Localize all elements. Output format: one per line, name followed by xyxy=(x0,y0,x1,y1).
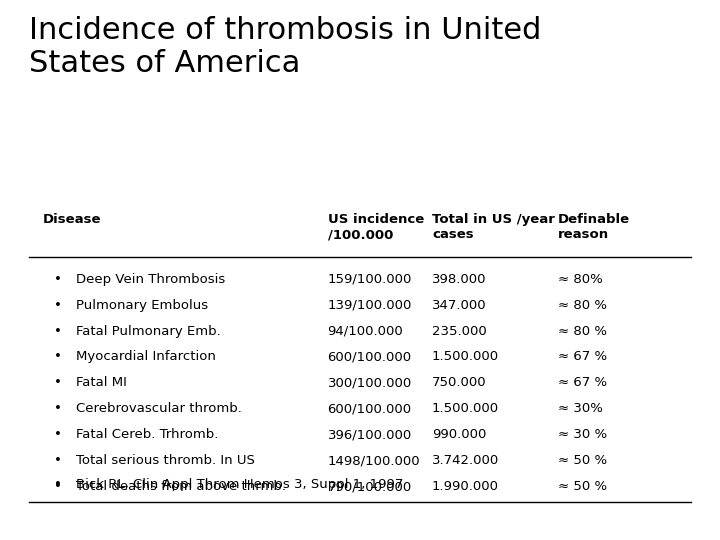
Text: ≈ 67 %: ≈ 67 % xyxy=(558,350,607,363)
Text: 1.990.000: 1.990.000 xyxy=(432,480,499,493)
Text: Definable
reason: Definable reason xyxy=(558,213,630,241)
Text: Cerebrovascular thromb.: Cerebrovascular thromb. xyxy=(76,402,241,415)
Text: ≈ 80%: ≈ 80% xyxy=(558,273,603,286)
Text: 990.000: 990.000 xyxy=(432,428,487,441)
Text: Fatal Pulmonary Emb.: Fatal Pulmonary Emb. xyxy=(76,325,220,338)
Text: 600/100.000: 600/100.000 xyxy=(328,350,412,363)
Text: 300/100.000: 300/100.000 xyxy=(328,376,412,389)
Text: •: • xyxy=(54,402,62,415)
Text: ≈ 67 %: ≈ 67 % xyxy=(558,376,607,389)
Text: ≈ 80 %: ≈ 80 % xyxy=(558,299,607,312)
Text: Myocardial Infarction: Myocardial Infarction xyxy=(76,350,215,363)
Text: 396/100.000: 396/100.000 xyxy=(328,428,412,441)
Text: •: • xyxy=(54,350,62,363)
Text: ≈ 30%: ≈ 30% xyxy=(558,402,603,415)
Text: ≈ 50 %: ≈ 50 % xyxy=(558,454,607,467)
Text: ≈ 80 %: ≈ 80 % xyxy=(558,325,607,338)
Text: 1498/100.000: 1498/100.000 xyxy=(328,454,420,467)
Text: Deep Vein Thrombosis: Deep Vein Thrombosis xyxy=(76,273,225,286)
Text: •: • xyxy=(54,325,62,338)
Text: 1.500.000: 1.500.000 xyxy=(432,350,499,363)
Text: •: • xyxy=(54,428,62,441)
Text: •: • xyxy=(54,273,62,286)
Text: 235.000: 235.000 xyxy=(432,325,487,338)
Text: 750.000: 750.000 xyxy=(432,376,487,389)
Text: •: • xyxy=(54,478,62,491)
Text: 398.000: 398.000 xyxy=(432,273,487,286)
Text: 139/100.000: 139/100.000 xyxy=(328,299,412,312)
Text: •: • xyxy=(54,376,62,389)
Text: Total in US /year
cases: Total in US /year cases xyxy=(432,213,555,241)
Text: Total serious thromb. In US: Total serious thromb. In US xyxy=(76,454,254,467)
Text: Disease: Disease xyxy=(43,213,102,226)
Text: Incidence of thrombosis in United
States of America: Incidence of thrombosis in United States… xyxy=(29,16,541,78)
Text: Fatal MI: Fatal MI xyxy=(76,376,127,389)
Text: •: • xyxy=(54,480,62,493)
Text: 159/100.000: 159/100.000 xyxy=(328,273,412,286)
Text: 3.742.000: 3.742.000 xyxy=(432,454,499,467)
Text: Pulmonary Embolus: Pulmonary Embolus xyxy=(76,299,208,312)
Text: 1.500.000: 1.500.000 xyxy=(432,402,499,415)
Text: Fatal Cereb. Trhromb.: Fatal Cereb. Trhromb. xyxy=(76,428,218,441)
Text: 347.000: 347.000 xyxy=(432,299,487,312)
Text: 600/100.000: 600/100.000 xyxy=(328,402,412,415)
Text: ≈ 30 %: ≈ 30 % xyxy=(558,428,607,441)
Text: ≈ 50 %: ≈ 50 % xyxy=(558,480,607,493)
Text: 790/100.000: 790/100.000 xyxy=(328,480,412,493)
Text: Bick RL, Clin Appl Throm Hemos 3, Suppl 1, 1997: Bick RL, Clin Appl Throm Hemos 3, Suppl … xyxy=(76,478,403,491)
Text: •: • xyxy=(54,454,62,467)
Text: Total deaths from above thrmb.: Total deaths from above thrmb. xyxy=(76,480,286,493)
Text: US incidence
/100.000: US incidence /100.000 xyxy=(328,213,424,241)
Text: •: • xyxy=(54,299,62,312)
Text: 94/100.000: 94/100.000 xyxy=(328,325,403,338)
